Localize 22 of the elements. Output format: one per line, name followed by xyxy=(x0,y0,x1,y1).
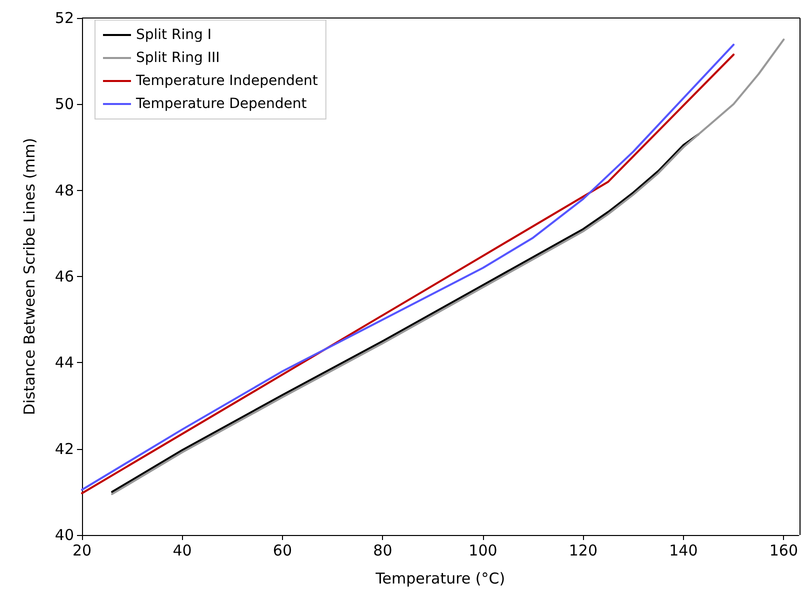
legend-label: Temperature Dependent xyxy=(135,96,308,112)
line-series xyxy=(111,133,700,493)
y-tick-label: 42 xyxy=(54,440,74,458)
x-tick-label: 120 xyxy=(568,542,598,560)
x-axis-title: Temperature (°C) xyxy=(374,570,506,588)
x-tick-label: 20 xyxy=(72,542,92,560)
y-tick-label: 50 xyxy=(54,95,74,114)
y-tick-label: 44 xyxy=(54,354,74,372)
legend-label: Temperature Independent xyxy=(135,73,318,89)
x-tick-label: 80 xyxy=(373,542,392,560)
legend-label: Split Ring I xyxy=(136,27,212,43)
x-tick-label: 40 xyxy=(172,542,192,560)
x-tick-label: 60 xyxy=(272,542,292,560)
x-tick-label: 100 xyxy=(468,542,498,560)
y-tick-label: 48 xyxy=(54,181,74,200)
legend-label: Split Ring III xyxy=(136,50,220,66)
y-tick-label: 40 xyxy=(54,526,74,544)
y-tick-label: 52 xyxy=(54,9,74,27)
y-axis-title: Distance Between Scribe Lines (mm) xyxy=(20,138,38,416)
x-tick-label: 140 xyxy=(669,542,698,560)
x-tick-label: 160 xyxy=(769,542,798,560)
y-tick-label: 46 xyxy=(54,268,74,286)
